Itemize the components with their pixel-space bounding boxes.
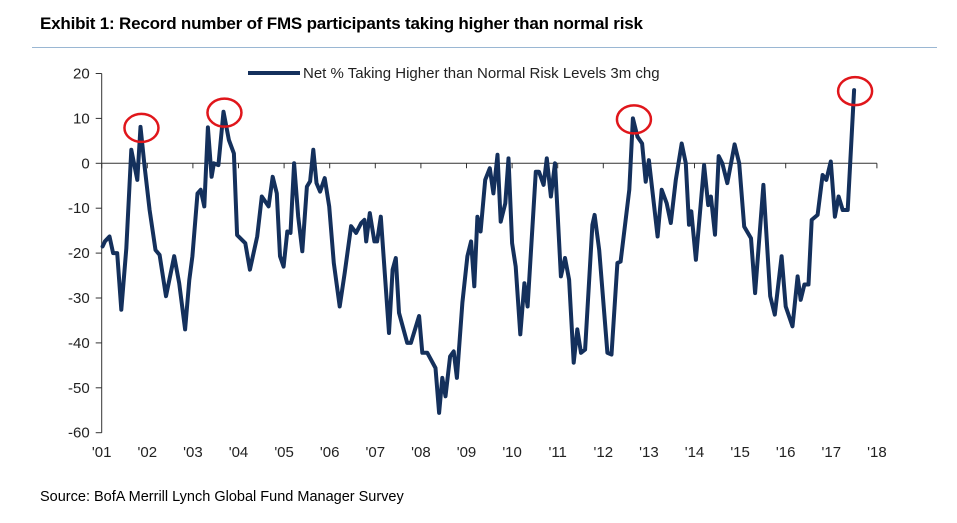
x-tick-label: '14 [685, 444, 705, 461]
y-tick-label: -50 [68, 380, 90, 397]
x-tick-label: '16 [776, 444, 796, 461]
x-tick-label: '18 [867, 444, 887, 461]
title-divider [32, 47, 937, 48]
source-note: Source: BofA Merrill Lynch Global Fund M… [40, 489, 404, 505]
x-tick-label: '06 [320, 444, 340, 461]
highlight-circle [206, 97, 243, 128]
x-tick-label: '02 [138, 444, 158, 461]
series-line-net-risk [100, 88, 857, 415]
x-tick-label: '03 [183, 444, 203, 461]
exhibit-title: Exhibit 1: Record number of FMS particip… [40, 14, 643, 33]
x-tick-label: '05 [274, 444, 294, 461]
x-tick-label: '09 [457, 444, 477, 461]
x-tick-label: '12 [594, 444, 614, 461]
y-axis-ticks: 20 10 0 -10 -20 -30 -40 -50 -60 [68, 66, 102, 442]
x-tick-label: '04 [229, 444, 249, 461]
highlight-circle [836, 75, 874, 107]
x-tick-label: '10 [502, 444, 522, 461]
y-tick-label: -30 [68, 290, 90, 307]
highlight-circle [123, 112, 160, 144]
y-tick-label: 0 [81, 155, 89, 172]
highlight-circles [123, 75, 874, 144]
y-tick-label: 10 [73, 110, 90, 127]
y-tick-label: -60 [68, 425, 90, 442]
legend-label: Net % Taking Higher than Normal Risk Lev… [303, 65, 660, 82]
x-tick-label: '15 [730, 444, 750, 461]
y-tick-label: -20 [68, 245, 90, 262]
x-tick-label: '07 [366, 444, 386, 461]
y-tick-label: -10 [68, 200, 90, 217]
x-tick-label: '11 [548, 444, 566, 461]
y-tick-label: 20 [73, 66, 90, 83]
legend: Net % Taking Higher than Normal Risk Lev… [248, 65, 660, 82]
highlight-circle [615, 104, 653, 135]
x-tick-label: '08 [411, 444, 431, 461]
x-tick-label: '17 [822, 444, 842, 461]
y-tick-label: -40 [68, 335, 90, 352]
x-axis-ticks: '01 '02 '03 '04 '05 '06 '07 '08 '09 '10 '11 '12 '13 '… [92, 163, 887, 461]
x-tick-label: '13 [639, 444, 659, 461]
x-tick-label: '01 [92, 444, 112, 461]
